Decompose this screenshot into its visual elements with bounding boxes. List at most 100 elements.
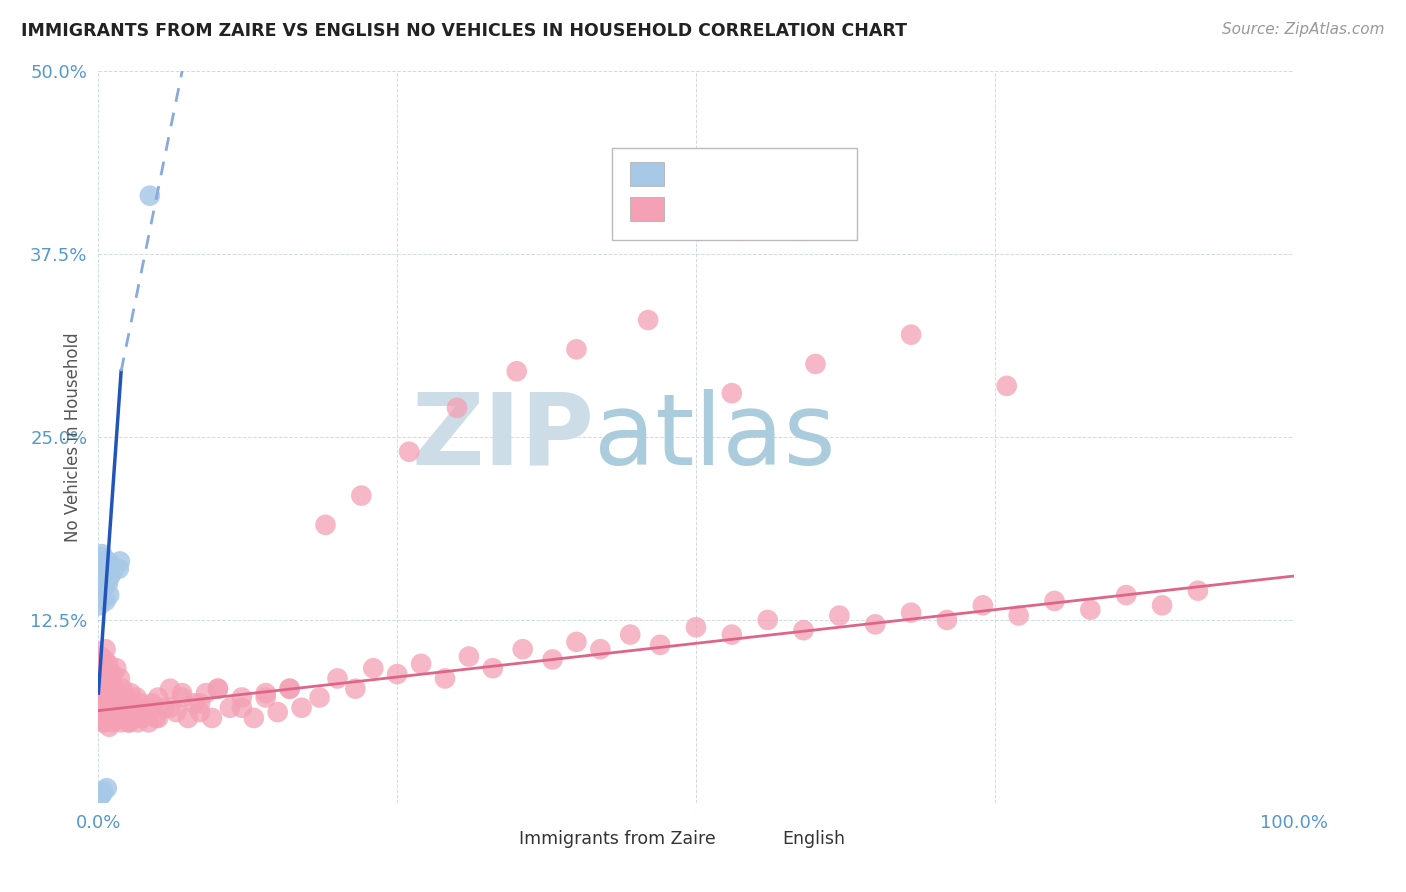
Point [363,661,385,675]
Point [100,558,122,573]
Point [120,686,142,700]
Point [90,549,112,564]
Text: R =: R = [676,202,713,220]
Point [434,672,457,686]
Point [98,565,121,579]
Point [1187,583,1209,598]
Point [91,700,114,714]
Point [91,787,114,801]
Point [104,686,127,700]
Point [103,562,125,576]
Point [138,715,160,730]
Point [90,696,112,710]
Point [107,562,129,576]
Point [512,642,534,657]
Point [145,711,167,725]
Point [91,569,114,583]
Point [91,711,114,725]
Point [506,364,529,378]
Point [104,700,127,714]
Point [685,620,707,634]
Point [565,343,588,357]
Point [865,617,887,632]
Point [96,711,118,725]
Point [114,711,136,725]
Point [135,700,157,714]
Point [108,554,131,568]
Point [90,583,112,598]
Point [101,667,124,681]
Point [129,696,152,710]
Point [97,708,120,723]
FancyBboxPatch shape [613,148,858,240]
Point [267,705,290,719]
Point [135,705,157,719]
Point [1008,608,1031,623]
Text: IMMIGRANTS FROM ZAIRE VS ENGLISH NO VEHICLES IN HOUSEHOLD CORRELATION CHART: IMMIGRANTS FROM ZAIRE VS ENGLISH NO VEHI… [21,22,907,40]
FancyBboxPatch shape [630,197,664,221]
Point [148,711,170,725]
Point [117,715,139,730]
Point [105,711,128,725]
Point [111,696,134,710]
Y-axis label: No Vehicles in Household: No Vehicles in Household [63,332,82,542]
Point [98,676,122,690]
Point [243,711,266,725]
Point [1043,594,1066,608]
Point [91,657,114,671]
Point [98,705,121,719]
FancyBboxPatch shape [481,824,510,852]
Point [94,705,117,719]
Point [110,715,132,730]
Point [127,715,149,730]
Text: N =: N = [762,167,800,185]
Point [100,693,122,707]
Point [94,558,117,573]
Point [107,705,129,719]
Text: atlas: atlas [595,389,837,485]
Point [995,379,1018,393]
Point [90,565,112,579]
Point [231,690,253,705]
Point [108,672,131,686]
Point [94,642,117,657]
Point [315,517,337,532]
Point [125,690,148,705]
Point [565,635,588,649]
Point [326,672,349,686]
Point [91,681,114,696]
Point [207,681,229,696]
FancyBboxPatch shape [744,824,773,852]
Text: Source: ZipAtlas.com: Source: ZipAtlas.com [1222,22,1385,37]
Point [721,386,744,401]
Point [793,623,815,637]
Point [124,705,146,719]
Point [398,444,420,458]
Point [188,705,211,719]
Point [344,681,367,696]
Point [195,686,218,700]
Point [153,700,176,714]
Point [112,700,135,714]
Point [278,681,301,696]
Point [619,627,641,641]
Point [97,554,120,568]
Point [98,711,122,725]
Point [721,627,744,641]
Text: R =: R = [676,167,713,185]
Point [1152,599,1174,613]
Point [350,489,373,503]
Point [117,696,139,710]
Point [97,576,120,591]
Point [91,562,114,576]
Point [541,652,564,666]
Point [91,576,114,591]
Point [481,661,505,675]
Point [89,676,111,690]
Point [107,690,129,705]
Point [900,606,922,620]
Point [121,708,143,723]
Point [159,700,181,714]
Point [107,705,129,719]
Point [291,700,314,714]
